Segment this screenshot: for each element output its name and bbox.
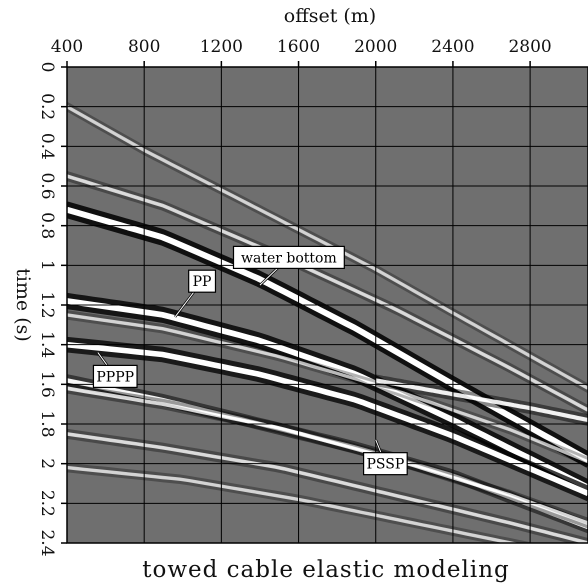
x-tick-label: 2000 — [354, 37, 397, 57]
y-tick-label: 1.6 — [37, 371, 57, 398]
event-peak — [67, 313, 588, 464]
y-tick-label: 1.4 — [37, 331, 57, 358]
x-tick-labels: 400 800 1200 1600 2000 2400 2800 — [51, 37, 552, 57]
event-peak — [67, 432, 588, 543]
event-trough — [375, 374, 588, 419]
event-peak — [67, 206, 588, 463]
y-tick-label: 1.2 — [37, 291, 57, 318]
callout-label: PPPP — [96, 369, 134, 385]
event-trough — [67, 292, 588, 485]
y-tick-label: 0.8 — [37, 212, 57, 239]
event-peak — [67, 105, 588, 390]
seismic-event — [67, 462, 535, 543]
callout-label: water bottom — [241, 250, 337, 266]
y-tick-label: 1 — [37, 260, 57, 271]
grid-layer — [67, 67, 588, 543]
callout: water bottom — [232, 245, 345, 287]
plot-area — [67, 67, 588, 543]
x-tick-label: 2400 — [431, 37, 474, 57]
seismic-event — [67, 336, 588, 502]
event-trough — [67, 462, 535, 543]
y-tick-label: 2.4 — [37, 529, 57, 556]
y-tick-label: 0 — [37, 62, 57, 73]
event-peak — [67, 386, 588, 525]
event-trough — [67, 469, 505, 543]
event-trough — [67, 201, 588, 457]
callout-box — [92, 364, 138, 388]
y-tick-label: 1.8 — [37, 410, 57, 437]
y-tick-label: 0.6 — [37, 172, 57, 199]
event-trough — [67, 102, 588, 387]
figure-caption: towed cable elastic modeling — [142, 557, 510, 583]
x-tick-label: 1600 — [277, 37, 320, 57]
event-trough — [67, 346, 588, 502]
event-trough — [67, 316, 588, 467]
y-tick-label: 0.2 — [37, 93, 57, 120]
event-trough — [67, 212, 588, 468]
events-layer — [67, 102, 588, 543]
event-trough — [375, 382, 588, 426]
x-tick-label: 400 — [51, 37, 83, 57]
event-peak — [67, 341, 588, 496]
seismic-event — [67, 201, 588, 468]
event-peak — [67, 465, 520, 543]
event-trough — [67, 171, 588, 409]
callout: PSSP — [362, 439, 408, 476]
y-tick-label: 2.2 — [37, 490, 57, 517]
y-tick-labels: 0 0.2 0.4 0.6 0.8 1 1.2 1.4 1.6 1.8 2 2.2 2.4 — [37, 62, 57, 557]
callout-label: PP — [193, 274, 212, 290]
x-tick-label: 1200 — [200, 37, 243, 57]
y-tick-label: 0.4 — [37, 133, 57, 160]
event-trough — [67, 428, 588, 542]
x-axis-label: offset (m) — [284, 5, 376, 27]
callout-box — [232, 245, 345, 269]
x-tick-label: 2800 — [508, 37, 551, 57]
y-axis-label: time (s) — [12, 268, 34, 342]
event-trough — [67, 435, 583, 543]
callout-box — [188, 269, 217, 293]
event-peak — [67, 298, 588, 491]
y-tick-label: 2 — [37, 458, 57, 469]
callout: PP — [174, 269, 217, 318]
seismic-event — [67, 428, 588, 543]
seismic-event — [375, 374, 588, 426]
callout: PPPP — [92, 351, 138, 388]
callout-box — [362, 452, 408, 476]
x-tick-label: 800 — [128, 37, 160, 57]
event-trough — [67, 383, 588, 522]
event-peak — [375, 378, 588, 423]
seismic-event — [67, 171, 588, 415]
event-peak — [67, 174, 588, 412]
event-trough — [67, 374, 588, 526]
seismic-event — [67, 383, 588, 529]
callout-label: PSSP — [366, 457, 404, 473]
axis-ticks — [61, 61, 531, 544]
event-trough — [67, 389, 588, 529]
event-trough — [67, 177, 588, 415]
event-trough — [67, 336, 588, 491]
